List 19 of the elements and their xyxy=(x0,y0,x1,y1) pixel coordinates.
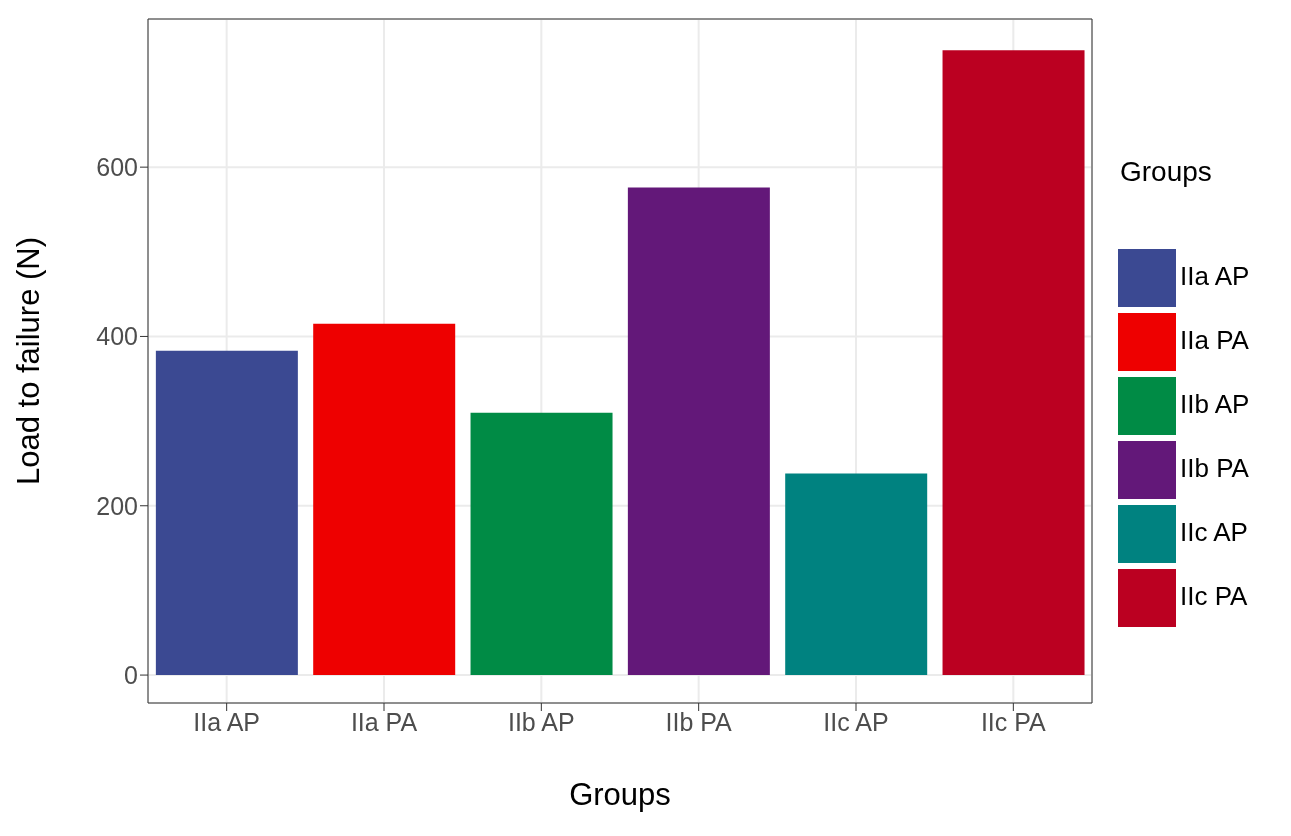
legend-label: IIa AP xyxy=(1180,260,1250,291)
legend-label: IIc PA xyxy=(1180,580,1248,611)
x-tick-label: IIb AP xyxy=(507,707,575,736)
legend-label: IIa PA xyxy=(1180,324,1249,355)
legend-label: IIc AP xyxy=(1180,516,1248,547)
y-tick-label: 200 xyxy=(96,491,138,520)
x-tick-label: IIa PA xyxy=(350,707,418,736)
y-axis-title: Load to failure (N) xyxy=(11,236,47,486)
y-tick-label: 0 xyxy=(124,660,138,689)
y-tick-label: 400 xyxy=(96,322,138,351)
x-tick-label: IIa AP xyxy=(193,707,261,736)
legend-label: IIb PA xyxy=(1180,452,1249,483)
y-tick-label: 600 xyxy=(96,153,138,182)
x-tick-label: IIb PA xyxy=(665,707,733,736)
legend-label: IIb AP xyxy=(1180,388,1250,419)
x-axis-title: Groups xyxy=(1120,156,1212,188)
x-tick-label: IIc PA xyxy=(980,707,1047,736)
legend-title: Groups xyxy=(569,777,671,812)
x-tick-label: IIc AP xyxy=(823,707,889,736)
